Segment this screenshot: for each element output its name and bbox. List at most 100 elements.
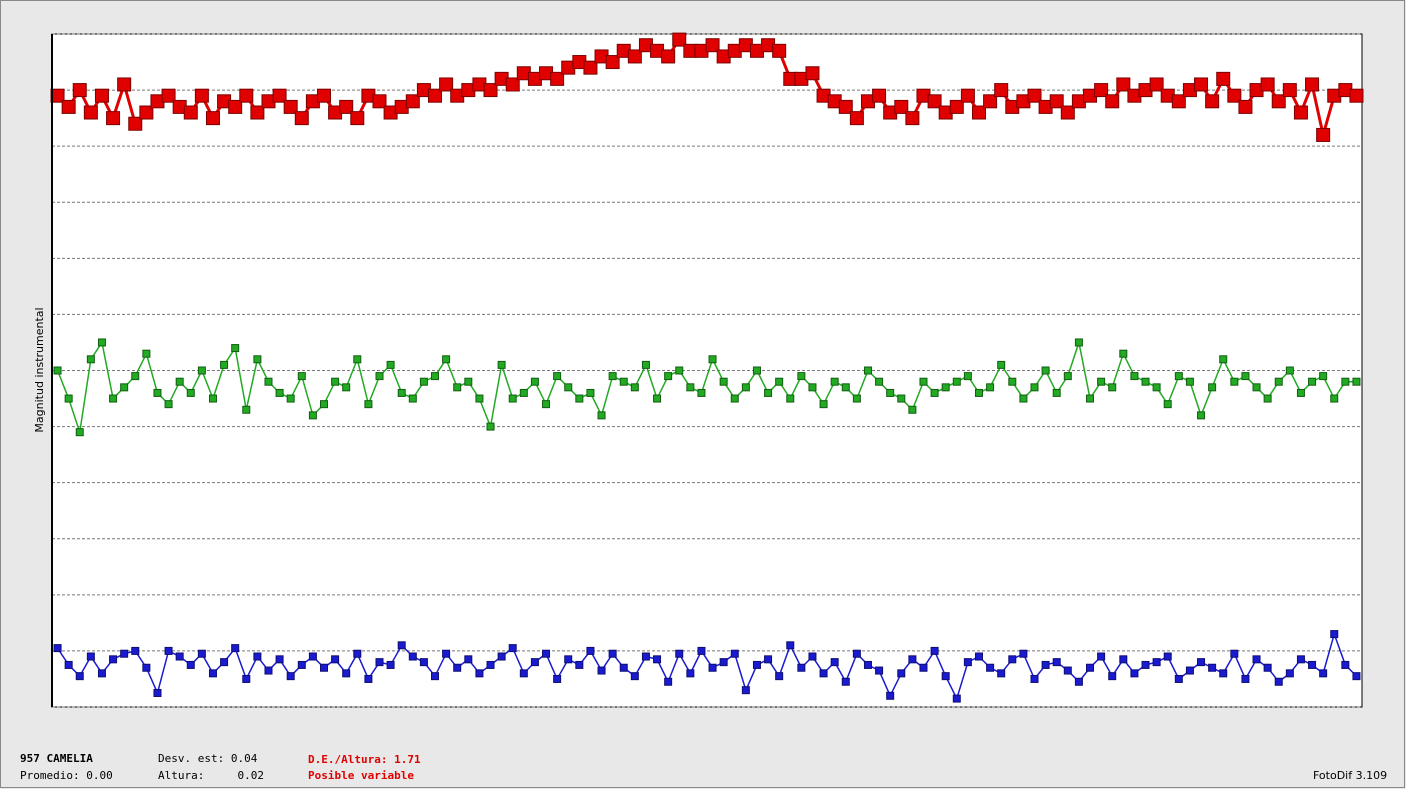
data-point (1230, 377, 1239, 386)
data-point (194, 88, 209, 103)
data-point (994, 83, 1009, 98)
data-point (86, 355, 95, 364)
data-point (575, 660, 584, 669)
data-point (772, 43, 787, 58)
data-point (1141, 660, 1150, 669)
data-point (775, 672, 784, 681)
data-point (530, 377, 539, 386)
data-point (120, 383, 129, 392)
data-point (161, 88, 176, 103)
data-point (1271, 94, 1286, 109)
data-point (228, 99, 243, 114)
data-point (397, 641, 406, 650)
data-point (286, 672, 295, 681)
data-point (1130, 669, 1139, 678)
data-point (564, 655, 573, 664)
data-point (1285, 669, 1294, 678)
data-point (863, 366, 872, 375)
data-point (1141, 377, 1150, 386)
data-point (131, 372, 140, 381)
data-point (1108, 383, 1117, 392)
data-point (849, 111, 864, 126)
data-point (597, 411, 606, 420)
data-point (797, 663, 806, 672)
data-point (497, 652, 506, 661)
data-point (1230, 649, 1239, 658)
data-point (1341, 660, 1350, 669)
data-point (250, 105, 265, 120)
data-point (220, 658, 229, 667)
data-point (675, 366, 684, 375)
data-point (1108, 672, 1117, 681)
data-point (1241, 372, 1250, 381)
data-point (1216, 71, 1231, 86)
data-point (319, 663, 328, 672)
data-point (72, 83, 87, 98)
std: Desv. est: 0.04 (158, 752, 258, 765)
data-point (508, 394, 517, 403)
data-point (930, 646, 939, 655)
data-point (542, 400, 551, 409)
data-point (1097, 377, 1106, 386)
data-point (1241, 674, 1250, 683)
data-point (886, 691, 895, 700)
data-point (419, 377, 428, 386)
data-point (1019, 394, 1028, 403)
data-point (205, 111, 220, 126)
mean: Promedio: 0.00 (20, 769, 113, 782)
data-point (375, 658, 384, 667)
data-point (142, 663, 151, 672)
data-point (730, 394, 739, 403)
data-point (1308, 377, 1317, 386)
data-point (653, 655, 662, 664)
data-point (1208, 383, 1217, 392)
data-point (686, 669, 695, 678)
data-point (908, 405, 917, 414)
data-point (1052, 658, 1061, 667)
data-point (805, 66, 820, 81)
data-point (1197, 658, 1206, 667)
data-point (575, 394, 584, 403)
data-point (419, 658, 428, 667)
data-point (308, 652, 317, 661)
data-point (428, 88, 443, 103)
data-point (1041, 660, 1050, 669)
data-point (1174, 674, 1183, 683)
data-point (283, 99, 298, 114)
data-point (1049, 94, 1064, 109)
data-point (1293, 105, 1308, 120)
data-point (1086, 663, 1095, 672)
series-line (56, 339, 1357, 433)
data-point (1305, 77, 1320, 92)
data-point (686, 383, 695, 392)
data-point (1205, 94, 1220, 109)
data-point (905, 111, 920, 126)
data-point (797, 372, 806, 381)
data-point (819, 669, 828, 678)
data-point (253, 355, 262, 364)
data-point (1130, 372, 1139, 381)
data-point (661, 49, 676, 64)
data-point (142, 349, 151, 358)
data-point (453, 663, 462, 672)
data-point (672, 32, 687, 47)
data-point (61, 99, 76, 114)
data-point (952, 694, 961, 703)
data-point (1097, 652, 1106, 661)
data-point (705, 38, 720, 53)
data-point (220, 360, 229, 369)
star-name: 957 CAMELIA (20, 752, 93, 765)
data-point (453, 383, 462, 392)
data-point (1063, 666, 1072, 675)
data-point (464, 655, 473, 664)
data-point (1149, 77, 1164, 92)
data-point (316, 88, 331, 103)
data-point (331, 377, 340, 386)
data-point (927, 94, 942, 109)
data-point (1094, 83, 1109, 98)
data-point (386, 360, 395, 369)
data-point (153, 388, 162, 397)
data-point (872, 88, 887, 103)
data-point (1263, 394, 1272, 403)
data-point (1296, 655, 1305, 664)
